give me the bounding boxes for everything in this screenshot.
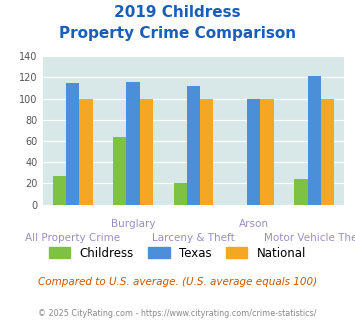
- Bar: [247, 99, 261, 205]
- Text: Motor Vehicle Theft: Motor Vehicle Theft: [264, 233, 355, 243]
- Text: Arson: Arson: [239, 219, 269, 229]
- Bar: [113, 137, 126, 205]
- Bar: [261, 99, 274, 205]
- Text: © 2025 CityRating.com - https://www.cityrating.com/crime-statistics/: © 2025 CityRating.com - https://www.city…: [38, 309, 317, 317]
- Text: All Property Crime: All Property Crime: [25, 233, 120, 243]
- Bar: [174, 183, 187, 205]
- Bar: [53, 176, 66, 205]
- Bar: [187, 86, 200, 205]
- Bar: [294, 179, 307, 205]
- Text: Larceny & Theft: Larceny & Theft: [152, 233, 235, 243]
- Bar: [140, 99, 153, 205]
- Bar: [126, 82, 140, 205]
- Bar: [66, 82, 80, 205]
- Legend: Childress, Texas, National: Childress, Texas, National: [49, 247, 306, 260]
- Text: 2019 Childress: 2019 Childress: [114, 5, 241, 20]
- Bar: [80, 99, 93, 205]
- Bar: [321, 99, 334, 205]
- Bar: [200, 99, 213, 205]
- Text: Compared to U.S. average. (U.S. average equals 100): Compared to U.S. average. (U.S. average …: [38, 277, 317, 287]
- Text: Burglary: Burglary: [111, 219, 155, 229]
- Bar: [307, 76, 321, 205]
- Text: Property Crime Comparison: Property Crime Comparison: [59, 26, 296, 41]
